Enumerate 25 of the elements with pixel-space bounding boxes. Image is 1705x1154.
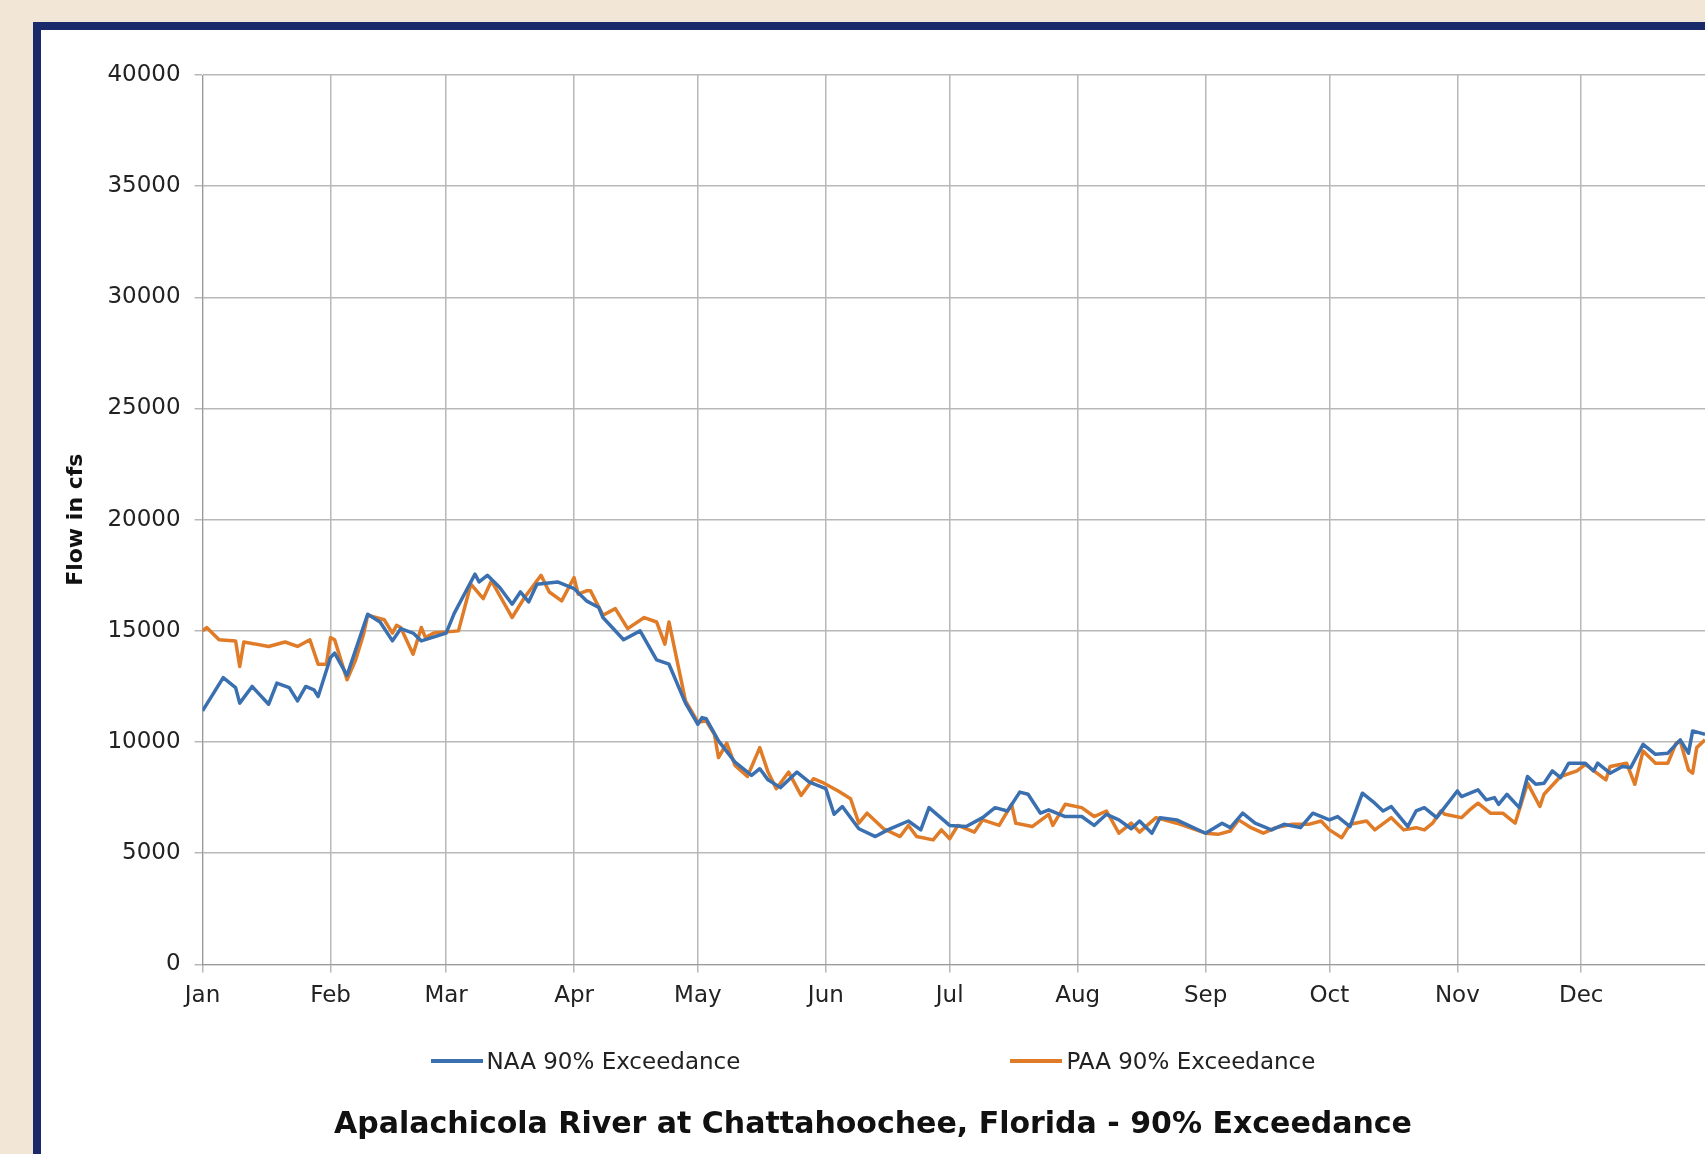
x-tick-label: Jul [933, 981, 964, 1008]
y-tick-label: 20000 [107, 504, 181, 531]
y-tick-label: 25000 [107, 393, 181, 420]
x-tick-label: Aug [1055, 981, 1101, 1008]
x-tick-label: Dec [1558, 981, 1604, 1008]
y-tick-label: 35000 [107, 171, 181, 198]
y-axis-title: Flow in cfs [61, 453, 87, 586]
x-tick-label: May [674, 981, 722, 1008]
x-tick-label: Mar [424, 981, 469, 1008]
x-tick-label: Oct [1309, 981, 1350, 1008]
x-tick-label: Apr [554, 981, 595, 1008]
y-tick-label: 5000 [122, 838, 181, 865]
y-tick-label: 15000 [107, 615, 181, 642]
x-tick-label: Sep [1183, 981, 1228, 1008]
y-tick-label: 0 [165, 949, 181, 976]
y-tick-label: 40000 [107, 59, 181, 86]
y-tick-label: 30000 [107, 282, 181, 309]
x-tick-label: Jan [182, 981, 221, 1008]
x-tick-label: Jun [805, 981, 844, 1008]
legend-label: PAA 90% Exceedance [1066, 1048, 1316, 1074]
x-tick-label: Feb [310, 981, 351, 1008]
legend-label: NAA 90% Exceedance [486, 1048, 741, 1074]
text: Apalachicola River at Chattahoochee, Florida - 90% Exceedance [333, 1105, 1413, 1140]
y-tick-label: 10000 [107, 727, 181, 754]
x-tick-label: Nov [1434, 981, 1480, 1008]
